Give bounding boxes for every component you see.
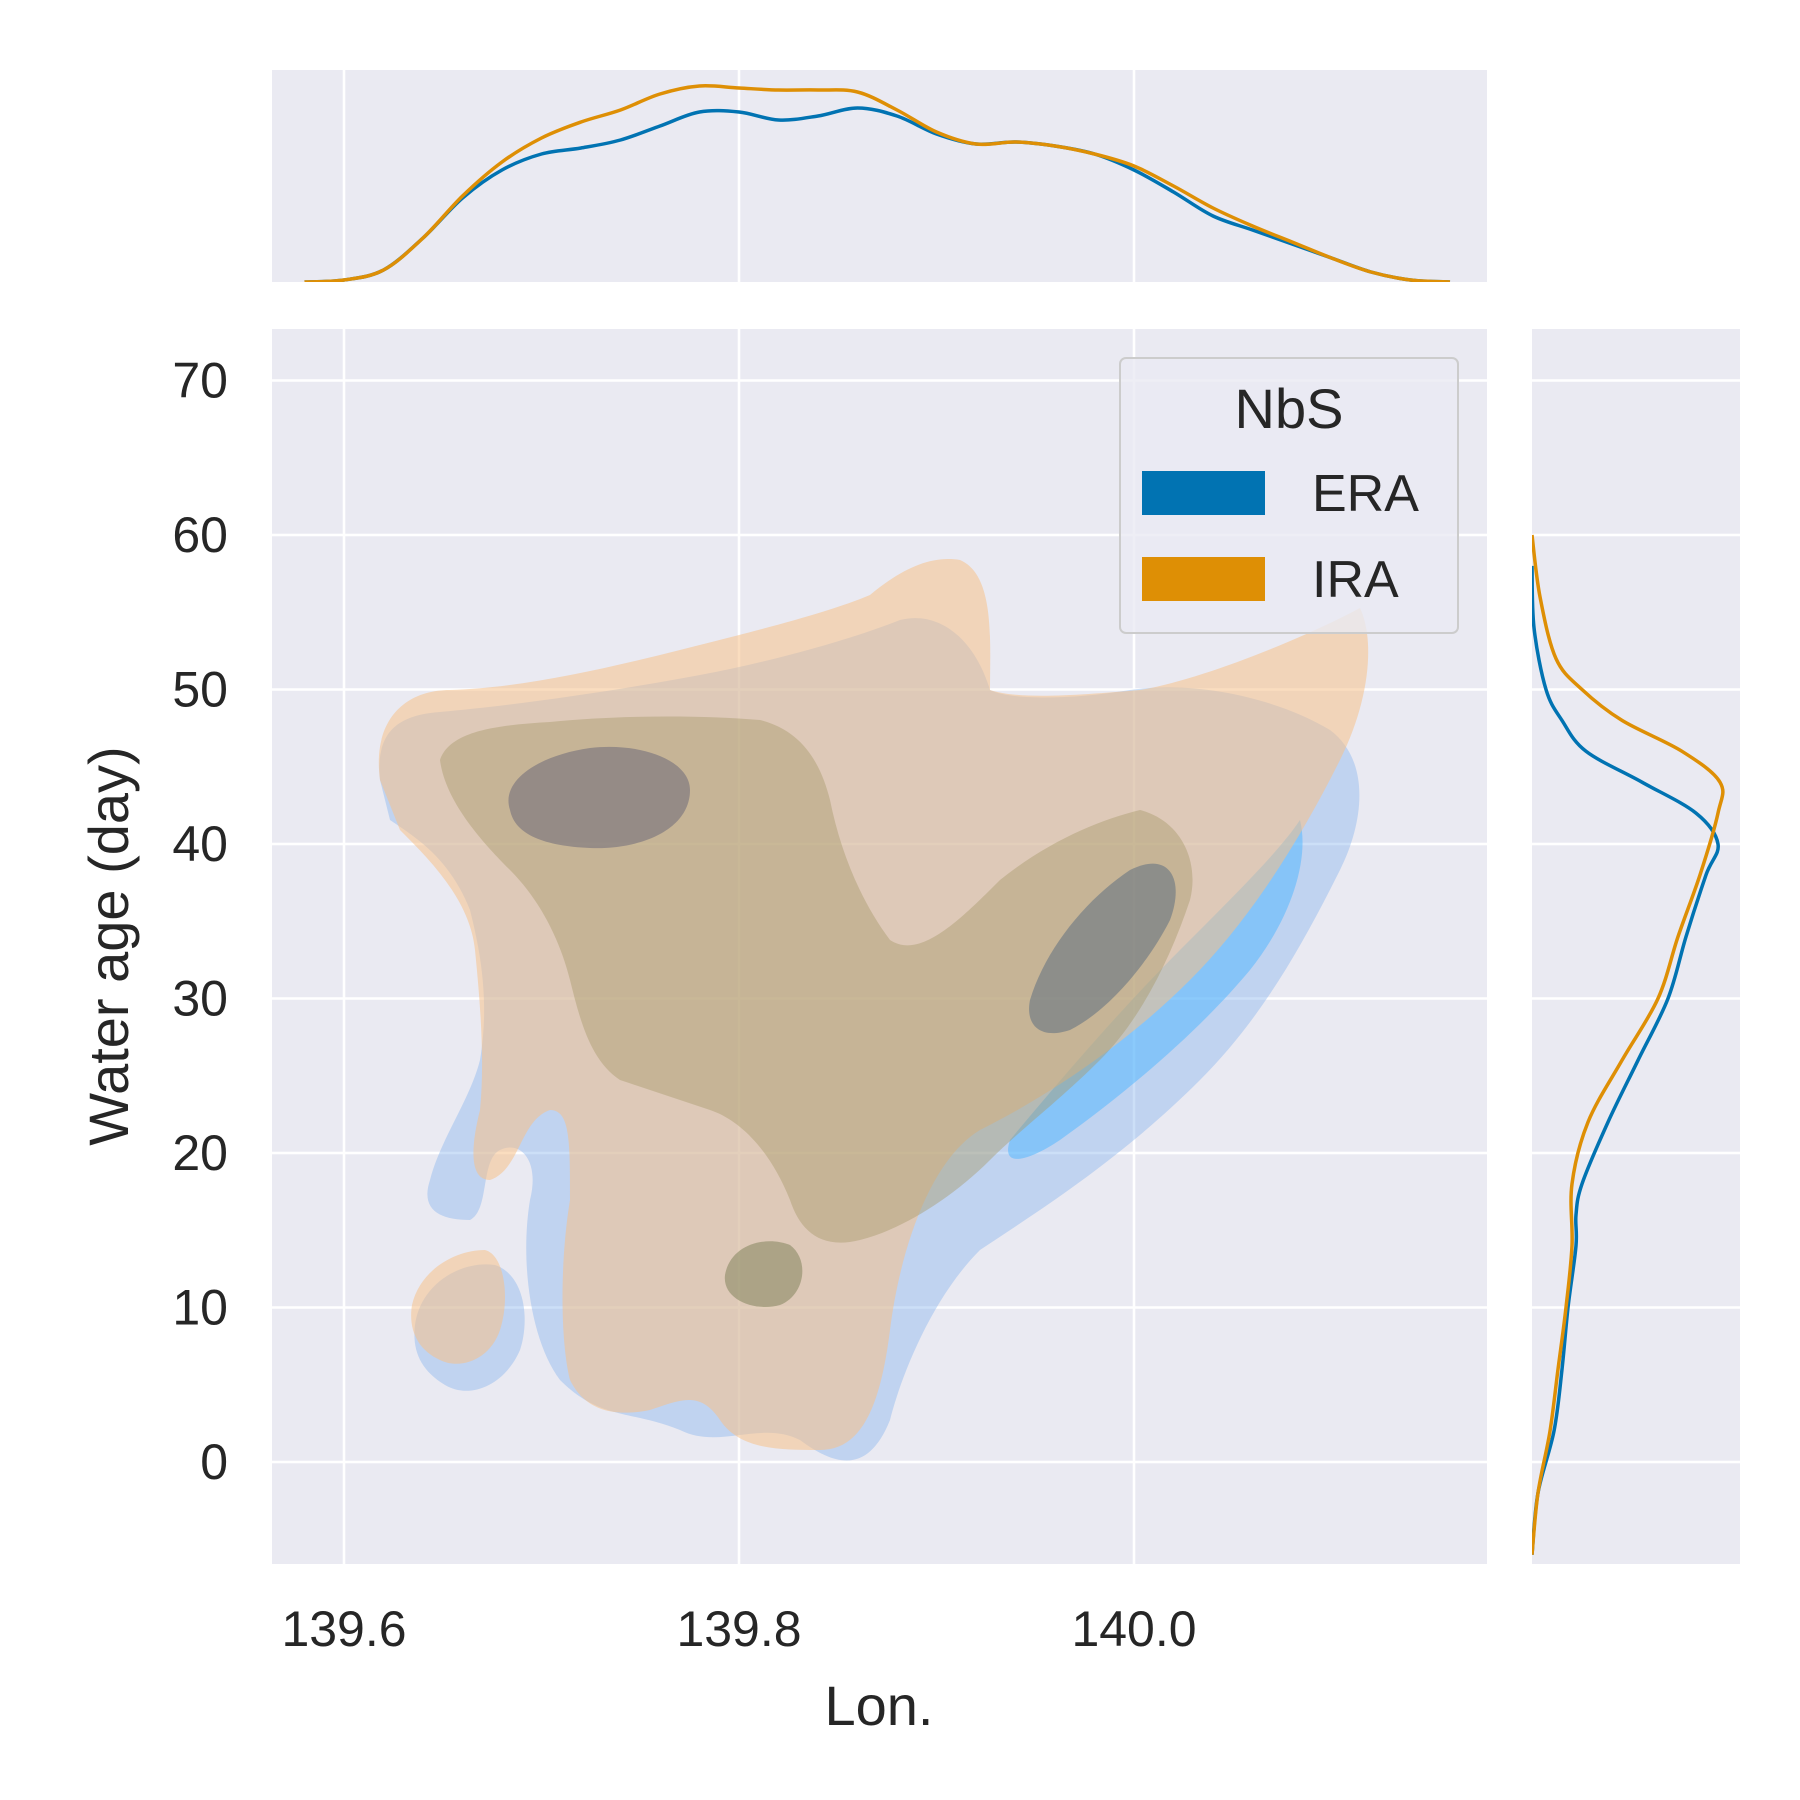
overlap-contour-core-lower (724, 1241, 803, 1307)
top-marginal-curves (304, 84, 1451, 282)
ira-contour-island (411, 1250, 505, 1364)
right-marginal-era-line (1532, 565, 1720, 1555)
top-marginal-panel (272, 70, 1487, 282)
legend-label-era: ERA (1312, 465, 1419, 523)
y-tick-label: 30 (172, 971, 228, 1027)
x-tick-label: 139.6 (281, 1601, 406, 1657)
x-tick-label: 140.0 (1071, 1601, 1196, 1657)
legend-swatch-ira (1142, 557, 1265, 601)
overlap-contour-core-right (1029, 863, 1176, 1034)
y-tick-label: 20 (172, 1125, 228, 1181)
y-tick-label: 40 (172, 816, 228, 872)
y-tick-label: 70 (172, 353, 228, 409)
y-tick-label: 0 (200, 1434, 228, 1490)
legend: NbS ERA IRA (1119, 357, 1459, 634)
legend-swatch-era (1142, 471, 1265, 515)
legend-title: NbS (1235, 377, 1344, 440)
right-marginal-panel (1532, 329, 1740, 1564)
overlap-contour-mid (440, 716, 1193, 1243)
kde-density-contours (378, 559, 1369, 1461)
top-marginal-ira-line (304, 84, 1451, 282)
y-tick-labels: 0 10 20 30 40 50 60 70 (172, 353, 228, 1491)
y-axis-label: Water age (day) (77, 746, 140, 1145)
overlap-contour-core-upper-left (508, 746, 690, 849)
y-tick-label: 50 (172, 662, 228, 718)
right-marginal-ira-line (1532, 534, 1725, 1555)
x-tick-labels: 139.6 139.8 140.0 (281, 1601, 1196, 1657)
y-tick-label: 10 (172, 1280, 228, 1336)
y-tick-label: 60 (172, 507, 228, 563)
right-marginal-curves (1532, 534, 1725, 1555)
x-tick-label: 139.8 (676, 1601, 801, 1657)
legend-label-ira: IRA (1312, 551, 1399, 609)
top-marginal-era-line (304, 106, 1451, 282)
x-axis-label: Lon. (825, 1674, 934, 1737)
